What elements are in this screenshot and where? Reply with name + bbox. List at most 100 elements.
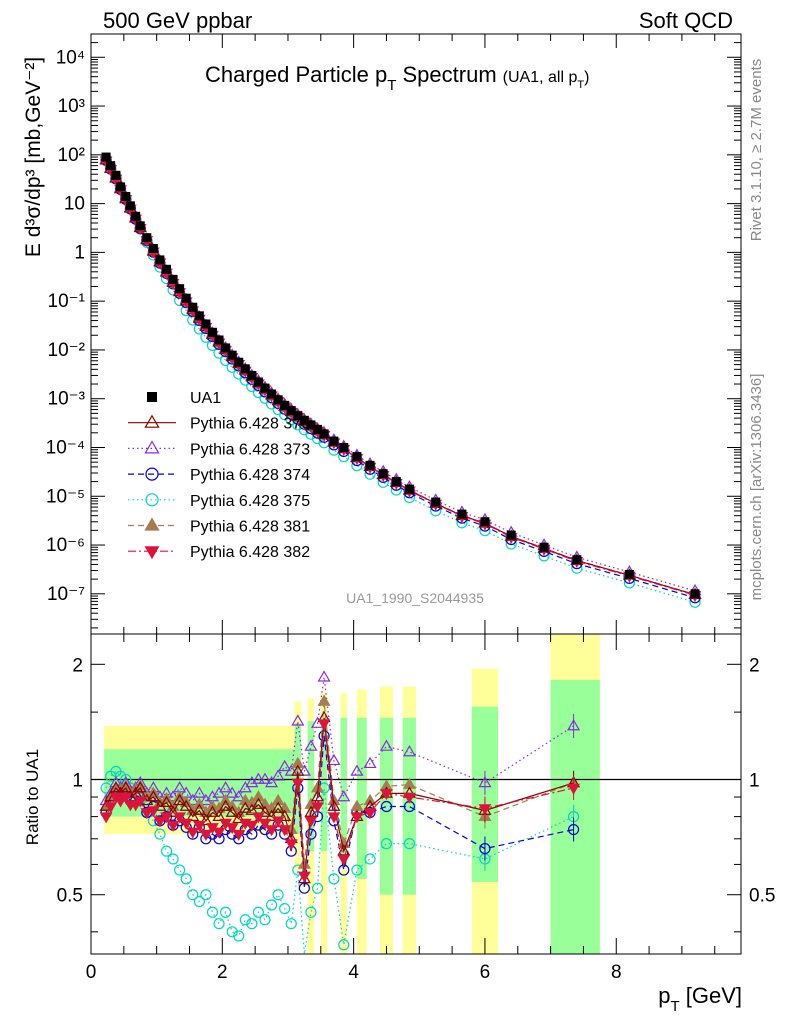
ratio-point bbox=[317, 719, 331, 731]
data-point bbox=[365, 460, 375, 470]
ratio-point bbox=[251, 797, 265, 809]
data-point bbox=[121, 191, 131, 201]
ratio-point bbox=[192, 786, 206, 798]
ratio-x-axis: 0 2 4 6 8 bbox=[86, 634, 716, 983]
data-point bbox=[188, 302, 198, 312]
ratio-point bbox=[291, 714, 305, 726]
ratio-y-tick-label-right: 2 bbox=[749, 655, 760, 676]
ratio-point bbox=[212, 827, 226, 839]
data-point bbox=[319, 429, 329, 439]
ratio-point bbox=[174, 864, 186, 876]
ratio-point bbox=[317, 694, 331, 706]
ratio-point bbox=[304, 816, 318, 828]
ratio-point bbox=[109, 781, 123, 793]
top-plot-area bbox=[99, 152, 702, 608]
legend-marker bbox=[144, 517, 160, 531]
band-inner bbox=[550, 679, 600, 954]
data-point bbox=[194, 311, 204, 321]
ratio-point bbox=[205, 805, 220, 817]
ratio-point bbox=[380, 789, 393, 801]
data-point bbox=[431, 497, 441, 507]
data-point bbox=[260, 383, 270, 393]
ratio-point bbox=[350, 812, 364, 824]
top-y-tick-label: 10⁻⁶ bbox=[46, 535, 85, 556]
data-point bbox=[168, 274, 178, 284]
legend-label: Pythia 6.428 373 bbox=[190, 441, 310, 458]
legend-label: Pythia 6.428 370 bbox=[190, 416, 310, 433]
top-y-tick-label: 10 bbox=[64, 194, 85, 215]
ratio-point bbox=[225, 823, 239, 835]
band-inner bbox=[320, 717, 328, 852]
data-point bbox=[690, 589, 700, 599]
ratio-point bbox=[173, 812, 187, 824]
chart-title: Charged Particle pT Spectrum (UA1, all pT… bbox=[205, 62, 589, 94]
ratio-series-pythia-6-428-382 bbox=[99, 719, 580, 883]
data-point bbox=[221, 343, 231, 353]
top-y-tick-label: 10⁻⁴ bbox=[46, 437, 85, 458]
legend: UA1 Pythia 6.428 370 Pythia 6.428 373 Pythi… bbox=[128, 390, 310, 561]
ratio-point bbox=[291, 764, 305, 776]
ratio-point bbox=[160, 845, 173, 857]
legend-entry-pythia-6-428-382: Pythia 6.428 382 bbox=[128, 544, 310, 561]
ratio-point bbox=[258, 818, 272, 830]
band-inner bbox=[379, 717, 394, 895]
data-point bbox=[306, 420, 316, 430]
legend-label: Pythia 6.428 382 bbox=[190, 544, 310, 561]
data-point bbox=[539, 542, 549, 552]
legend-marker bbox=[145, 493, 159, 507]
data-point bbox=[207, 327, 217, 337]
ratio-point bbox=[239, 914, 251, 926]
ratio-point bbox=[379, 739, 393, 751]
top-y-axis-label: E d³σ/dp³ [mb,GeV⁻²] bbox=[22, 57, 45, 257]
top-y-tick-label: 1 bbox=[74, 242, 85, 263]
ratio-point bbox=[212, 809, 226, 821]
ratio-y-axis: 0.5 0.5 1 1 2 2 bbox=[57, 655, 775, 933]
ratio-y-axis-label: Ratio to UA1 bbox=[23, 749, 42, 845]
ratio-point bbox=[153, 816, 167, 828]
data-point bbox=[234, 357, 244, 367]
legend-marker bbox=[147, 392, 157, 402]
data-point bbox=[293, 411, 303, 421]
x-tick-label: 4 bbox=[348, 962, 359, 983]
ratio-point bbox=[179, 818, 193, 830]
ratio-point bbox=[258, 772, 272, 784]
ratio-point bbox=[199, 793, 213, 806]
ratio-point bbox=[285, 918, 297, 930]
ratio-point bbox=[232, 811, 246, 824]
data-point bbox=[214, 335, 224, 345]
data-point bbox=[162, 264, 172, 274]
analysis-id: UA1_1990_S2044935 bbox=[346, 590, 484, 606]
data-point bbox=[181, 293, 191, 303]
ratio-point bbox=[245, 803, 259, 815]
legend-entry-pythia-6-428-375: Pythia 6.428 375 bbox=[128, 493, 310, 510]
ratio-point bbox=[147, 806, 160, 818]
series-pythia-6-428-374 bbox=[100, 154, 701, 604]
ratio-point bbox=[271, 793, 285, 806]
ratio-point bbox=[233, 930, 245, 942]
ratio-point bbox=[265, 825, 278, 837]
top-y-axis: 10⁴ 10³ 10² 10 1 10⁻¹ 10⁻² 10⁻³ 10⁻⁴ 10⁻⁵ 10⁻⁶ 10⁻⁷ bbox=[46, 33, 741, 629]
ratio-point bbox=[119, 792, 133, 804]
data-point bbox=[299, 415, 309, 425]
data-point bbox=[329, 436, 339, 446]
ratio-point bbox=[291, 778, 305, 790]
legend-entry-pythia-6-428-373: Pythia 6.428 373 bbox=[128, 440, 310, 458]
ratio-point bbox=[310, 790, 325, 802]
top-y-tick-label: 10⁴ bbox=[56, 47, 85, 68]
data-point bbox=[480, 517, 490, 527]
ratio-point bbox=[327, 812, 341, 824]
ratio-y-tick-label: 1 bbox=[72, 771, 83, 792]
series-line bbox=[105, 158, 696, 603]
ratio-point bbox=[219, 799, 233, 811]
ratio-point bbox=[265, 809, 279, 821]
ratio-point bbox=[305, 906, 317, 918]
ratio-point bbox=[292, 864, 304, 876]
legend-marker bbox=[144, 414, 160, 428]
legend-label: Pythia 6.428 374 bbox=[190, 467, 310, 484]
top-y-tick-label: 10⁻⁵ bbox=[46, 486, 85, 507]
data-point bbox=[175, 284, 185, 294]
data-point bbox=[352, 452, 362, 462]
ratio-point bbox=[232, 829, 246, 841]
data-point bbox=[131, 211, 141, 221]
